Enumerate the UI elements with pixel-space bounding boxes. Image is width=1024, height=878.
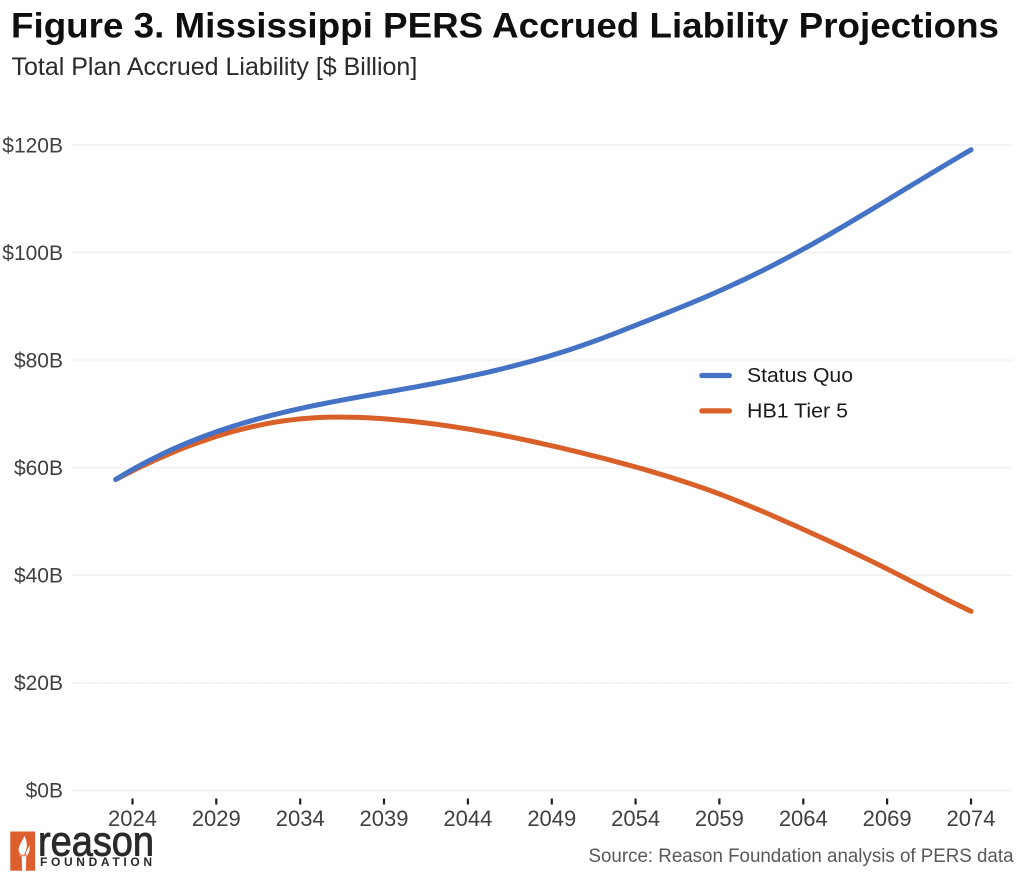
svg-text:HB1 Tier 5: HB1 Tier 5 (747, 400, 848, 422)
svg-text:$20B: $20B (14, 672, 63, 695)
svg-text:2034: 2034 (276, 806, 325, 831)
svg-text:reason: reason (38, 818, 154, 865)
svg-text:$0B: $0B (26, 780, 63, 803)
svg-text:2059: 2059 (695, 806, 744, 831)
svg-text:2064: 2064 (779, 806, 828, 831)
svg-text:2069: 2069 (863, 806, 912, 831)
svg-text:2029: 2029 (192, 806, 241, 831)
svg-text:Source: Reason Foundation anal: Source: Reason Foundation analysis of PE… (589, 846, 1014, 867)
svg-text:2024: 2024 (108, 806, 157, 831)
svg-text:2074: 2074 (947, 806, 996, 831)
svg-text:2044: 2044 (443, 806, 492, 831)
svg-text:2049: 2049 (527, 806, 576, 831)
svg-text:$80B: $80B (14, 349, 63, 372)
svg-text:Total Plan Accrued Liability [: Total Plan Accrued Liability [$ Billion] (12, 53, 418, 81)
svg-text:Status Quo: Status Quo (747, 365, 853, 387)
svg-text:$120B: $120B (2, 134, 63, 157)
svg-text:$100B: $100B (2, 242, 63, 265)
svg-text:FOUNDATION: FOUNDATION (40, 855, 152, 869)
svg-text:$60B: $60B (14, 457, 63, 480)
svg-text:2039: 2039 (360, 806, 409, 831)
svg-text:$40B: $40B (14, 565, 63, 588)
svg-text:2054: 2054 (611, 806, 660, 831)
svg-text:Figure 3. Mississippi PERS Acc: Figure 3. Mississippi PERS Accrued Liabi… (11, 7, 999, 46)
